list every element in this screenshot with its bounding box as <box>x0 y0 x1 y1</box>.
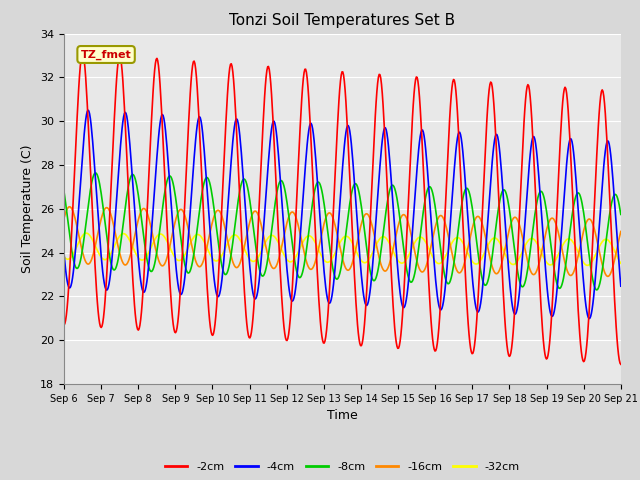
-16cm <box>604 274 611 279</box>
-8cm <box>617 212 625 217</box>
-8cm <box>411 270 419 276</box>
Line: -4cm: -4cm <box>64 110 621 319</box>
-32cm <box>83 230 90 236</box>
-16cm <box>65 204 73 210</box>
Y-axis label: Soil Temperature (C): Soil Temperature (C) <box>22 144 35 273</box>
-4cm <box>411 196 419 202</box>
-16cm <box>617 228 625 234</box>
Line: -16cm: -16cm <box>64 207 621 276</box>
-2cm <box>185 119 193 124</box>
-32cm <box>70 250 78 255</box>
-32cm <box>428 251 435 256</box>
Line: -2cm: -2cm <box>64 53 621 364</box>
-2cm <box>428 318 435 324</box>
-4cm <box>617 283 625 289</box>
-8cm <box>92 170 100 176</box>
-16cm <box>214 207 222 213</box>
X-axis label: Time: Time <box>327 409 358 422</box>
-2cm <box>60 322 68 328</box>
-2cm <box>411 83 419 88</box>
-8cm <box>128 172 136 178</box>
-4cm <box>185 230 193 236</box>
-4cm <box>214 294 222 300</box>
Legend: -2cm, -4cm, -8cm, -16cm, -32cm: -2cm, -4cm, -8cm, -16cm, -32cm <box>161 457 524 477</box>
-2cm <box>617 361 625 367</box>
-16cm <box>128 245 136 251</box>
-32cm <box>60 254 68 260</box>
-2cm <box>79 50 86 56</box>
-32cm <box>128 243 136 249</box>
-32cm <box>185 244 193 250</box>
-32cm <box>411 240 419 245</box>
Line: -32cm: -32cm <box>64 233 621 265</box>
-2cm <box>70 179 78 184</box>
-4cm <box>428 217 435 223</box>
Line: -8cm: -8cm <box>64 173 621 290</box>
-4cm <box>70 263 78 268</box>
-4cm <box>128 172 136 178</box>
-16cm <box>60 216 68 221</box>
-4cm <box>84 107 92 113</box>
-16cm <box>185 228 193 234</box>
Title: Tonzi Soil Temperatures Set B: Tonzi Soil Temperatures Set B <box>229 13 456 28</box>
-8cm <box>593 287 600 293</box>
-32cm <box>617 260 625 266</box>
-8cm <box>214 239 222 244</box>
-16cm <box>71 215 79 220</box>
-8cm <box>60 189 68 194</box>
-2cm <box>128 265 136 271</box>
Text: TZ_fmet: TZ_fmet <box>81 49 131 60</box>
-8cm <box>70 260 78 265</box>
-16cm <box>411 250 419 255</box>
-8cm <box>185 270 193 276</box>
-2cm <box>214 279 222 285</box>
-8cm <box>428 185 435 191</box>
-32cm <box>584 263 591 268</box>
-4cm <box>60 251 68 256</box>
-32cm <box>214 257 222 263</box>
-4cm <box>585 316 593 322</box>
-16cm <box>428 243 435 249</box>
